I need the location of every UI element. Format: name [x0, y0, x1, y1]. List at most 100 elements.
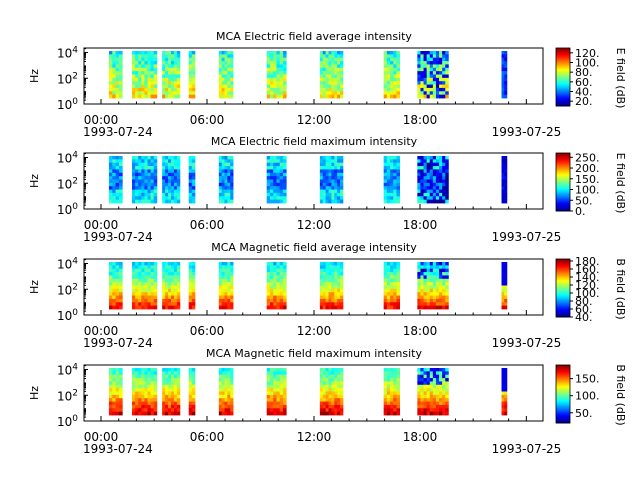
spectrogram-cell: [115, 275, 120, 280]
spectrogram-cell: [331, 61, 335, 65]
spectrogram-cell: [141, 71, 145, 75]
spectrogram-cell: [435, 391, 440, 396]
spectrogram-cell: [435, 176, 440, 180]
spectrogram-cell: [279, 288, 284, 293]
spectrogram-cell: [390, 408, 394, 413]
spectrogram-cell: [383, 404, 388, 409]
spectrogram-cell: [435, 91, 440, 96]
spectrogram-cell: [390, 189, 394, 194]
spectrogram-cell: [269, 298, 274, 303]
spectrogram-cell: [337, 179, 341, 184]
spectrogram-cell: [325, 288, 329, 293]
spectrogram-cell: [273, 81, 277, 85]
spectrogram-cell: [445, 275, 449, 280]
colorbar-swatch: [556, 191, 570, 194]
spectrogram-cell: [165, 388, 169, 392]
spectrogram-cell: [141, 265, 145, 270]
spectrogram-cell: [173, 292, 178, 296]
spectrogram-cell: [218, 159, 223, 164]
spectrogram-cell: [325, 192, 329, 197]
spectrogram-cell: [279, 54, 284, 59]
spectrogram-cell: [115, 398, 120, 402]
spectrogram-cell: [417, 394, 421, 399]
spectrogram-cell: [319, 176, 324, 180]
spectrogram-cell: [337, 172, 341, 177]
spectrogram-cell: [112, 292, 117, 296]
spectrogram-cell: [168, 411, 172, 416]
spectrogram-cell: [188, 74, 193, 79]
spectrogram-cell: [144, 94, 148, 99]
spectrogram-cell: [337, 159, 341, 164]
spectrogram-cell: [337, 285, 341, 290]
spectrogram-cell: [325, 374, 329, 379]
spectrogram-cell: [108, 196, 113, 201]
spectrogram-cell: [423, 91, 428, 96]
spectrogram-cell: [224, 84, 228, 89]
spectrogram-cell: [432, 404, 437, 409]
spectrogram-cell: [276, 57, 281, 62]
colorbar-swatch: [556, 288, 570, 290]
spectrogram-cell: [383, 305, 388, 310]
colorbar-tick-label: 100.: [575, 57, 600, 70]
spectrogram-cell: [426, 61, 431, 65]
spectrogram-cell: [230, 388, 234, 392]
spectrogram-cell: [439, 292, 443, 296]
colorbar-swatch: [556, 302, 570, 305]
spectrogram-cell: [138, 268, 142, 273]
spectrogram-cell: [328, 288, 332, 293]
spectrogram-cell: [390, 305, 394, 310]
spectrogram-cell: [188, 282, 193, 286]
spectrogram-cell: [165, 169, 169, 174]
spectrogram-cell: [276, 378, 281, 382]
spectrogram-cell: [188, 262, 193, 266]
spectrogram-cell: [221, 189, 225, 194]
date-start-label: 1993-07-24: [83, 336, 153, 350]
spectrogram-cell: [135, 398, 139, 402]
spectrogram-cell: [115, 265, 120, 270]
spectrogram-cell: [118, 298, 123, 303]
spectrogram-cell: [276, 196, 281, 201]
spectrogram-cell: [340, 288, 344, 293]
spectrogram-cell: [188, 189, 193, 194]
spectrogram-cell: [266, 398, 271, 402]
spectrogram-cell: [423, 298, 428, 303]
spectrogram-cell: [132, 199, 136, 204]
spectrogram-cell: [147, 176, 152, 180]
spectrogram-cell: [162, 262, 166, 266]
spectrogram-cell: [276, 298, 281, 303]
spectrogram-cell: [112, 275, 117, 280]
spectrogram-cell: [386, 159, 391, 164]
spectrogram-cell: [269, 77, 274, 82]
spectrogram-cell: [273, 182, 277, 187]
spectrogram-cell: [112, 288, 117, 293]
spectrogram-cell: [221, 378, 225, 382]
colorbar-swatch: [556, 69, 570, 72]
spectrogram-cell: [282, 295, 287, 300]
spectrogram-cell: [390, 394, 394, 399]
colorbar-swatch: [556, 394, 570, 396]
spectrogram-cell: [417, 265, 421, 270]
spectrogram-cell: [445, 71, 449, 75]
spectrogram-cell: [144, 64, 148, 69]
spectrogram-cell: [224, 288, 228, 293]
spectrogram-cell: [165, 268, 169, 273]
spectrogram-cell: [331, 162, 335, 167]
spectrogram-cell: [141, 67, 145, 72]
spectrogram-cell: [171, 94, 175, 99]
spectrogram-cell: [417, 71, 421, 75]
spectrogram-cell: [328, 162, 332, 167]
spectrogram-cell: [390, 51, 394, 55]
spectrogram-cell: [417, 51, 421, 55]
spectrogram-cell: [325, 71, 329, 75]
spectrogram-cell: [282, 292, 287, 296]
spectrogram-cell: [153, 169, 158, 174]
spectrogram-cell: [501, 162, 505, 167]
spectrogram-cell: [504, 192, 508, 197]
spectrogram-cell: [420, 411, 424, 416]
spectrogram-cell: [273, 282, 277, 286]
spectrogram-cell: [429, 275, 434, 280]
spectrogram-cell: [147, 388, 152, 392]
spectrogram-cell: [501, 64, 505, 69]
spectrogram-cell: [147, 77, 152, 82]
spectrogram-cell: [227, 374, 231, 379]
